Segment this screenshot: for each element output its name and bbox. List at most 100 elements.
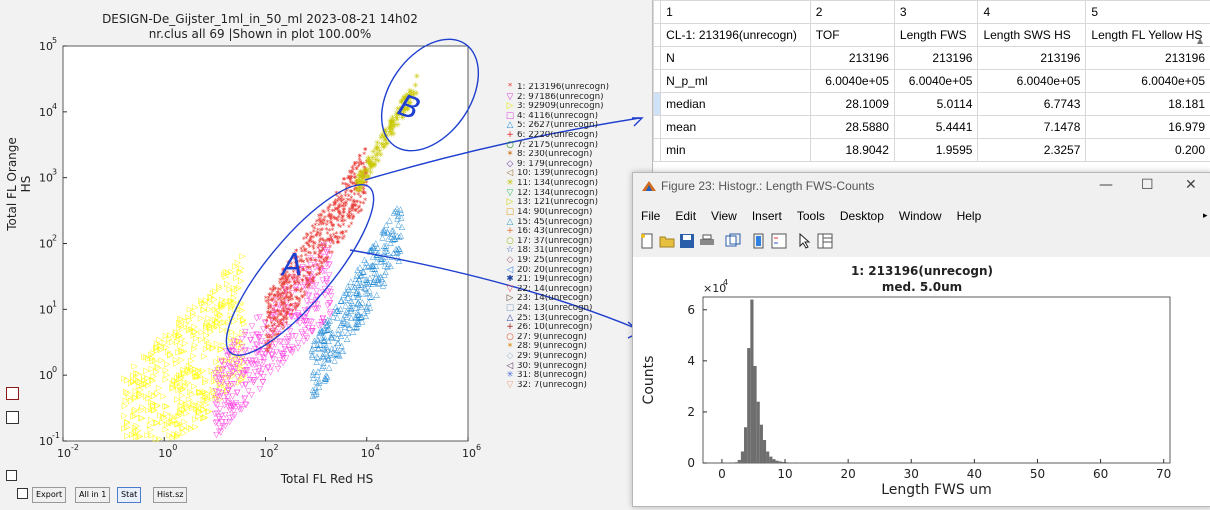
table-cell[interactable]: CL-1: 213196(unrecogn) bbox=[661, 24, 811, 47]
table-cell[interactable]: 213196 bbox=[1086, 47, 1210, 70]
scroll-up-icon[interactable]: ▲ bbox=[1197, 36, 1209, 50]
table-cell[interactable]: 5.4441 bbox=[894, 116, 978, 139]
column-header[interactable]: 5 bbox=[1086, 1, 1210, 24]
table-cell[interactable]: 5.0114 bbox=[894, 93, 978, 116]
column-header[interactable]: 3 bbox=[894, 1, 978, 24]
scatter-point: ▽ bbox=[236, 368, 243, 377]
checkbox-bottom[interactable] bbox=[17, 488, 28, 499]
column-header[interactable]: 2 bbox=[810, 1, 894, 24]
pointer-icon[interactable] bbox=[797, 233, 813, 249]
table-cell[interactable]: 6.7743 bbox=[978, 93, 1086, 116]
menu-edit[interactable]: Edit bbox=[675, 209, 696, 223]
table-cell[interactable]: 6.0040e+05 bbox=[810, 70, 894, 93]
table-cell[interactable]: mean bbox=[661, 116, 811, 139]
checkbox-red[interactable] bbox=[6, 387, 19, 400]
menu-insert[interactable]: Insert bbox=[752, 209, 782, 223]
colorbar-icon[interactable] bbox=[751, 233, 767, 249]
scatter-point: ▷ bbox=[123, 387, 130, 396]
close-icon[interactable]: ✕ bbox=[1185, 177, 1197, 193]
stat-button[interactable]: Stat bbox=[117, 487, 141, 503]
legend-label: 28: 9(unrecogn) bbox=[517, 342, 587, 351]
table-cell[interactable]: N bbox=[661, 47, 811, 70]
save-icon[interactable] bbox=[679, 233, 695, 249]
scatter-point: △ bbox=[390, 229, 397, 238]
legend-marker-icon: ✳ bbox=[503, 371, 517, 381]
minimize-icon[interactable]: — bbox=[1099, 177, 1113, 193]
scatter-point: * bbox=[269, 309, 273, 318]
column-header[interactable]: 4 bbox=[978, 1, 1086, 24]
table-cell[interactable]: 7.1478 bbox=[978, 116, 1086, 139]
menu-view[interactable]: View bbox=[711, 209, 737, 223]
print-icon[interactable] bbox=[699, 233, 715, 249]
maximize-icon[interactable]: ☐ bbox=[1141, 177, 1154, 193]
histogram-x-tick-label: 20 bbox=[841, 467, 856, 481]
table-cell[interactable]: 213196 bbox=[894, 47, 978, 70]
table-cell[interactable]: 6.0040e+05 bbox=[1086, 70, 1210, 93]
table-cell[interactable]: Length FWS bbox=[894, 24, 978, 47]
legend-item: △15: 45(unrecogn) bbox=[503, 218, 633, 228]
histogram-x-tick-label: 70 bbox=[1156, 467, 1171, 481]
table-cell[interactable]: min bbox=[661, 139, 811, 162]
scatter-point: ▽ bbox=[245, 387, 252, 396]
scatter-point: ▽ bbox=[300, 316, 307, 325]
hist-sz-button[interactable]: Hist.sz bbox=[153, 487, 187, 503]
table-cell[interactable]: N_p_ml bbox=[661, 70, 811, 93]
scatter-point: ▷ bbox=[164, 370, 171, 379]
menu-window[interactable]: Window bbox=[899, 209, 942, 223]
menu-file[interactable]: File bbox=[641, 209, 660, 223]
property-inspector-icon[interactable] bbox=[817, 233, 833, 249]
table-cell[interactable]: 213196 bbox=[978, 47, 1086, 70]
scatter-point: * bbox=[304, 246, 308, 255]
table-cell[interactable]: Length SWS HS bbox=[978, 24, 1086, 47]
scatter-y-tick-exp: 4 bbox=[52, 102, 57, 111]
export-button[interactable]: Export bbox=[32, 487, 66, 503]
scatter-point: ▷ bbox=[206, 305, 213, 314]
row-header-cell[interactable] bbox=[654, 47, 661, 70]
scatter-point: ▷ bbox=[189, 389, 196, 398]
legend-item: ▷23: 14(unrecogn) bbox=[503, 294, 633, 304]
table-cell[interactable]: 18.9042 bbox=[810, 139, 894, 162]
table-cell[interactable]: 6.0040e+05 bbox=[978, 70, 1086, 93]
all-in-1-button[interactable]: All in 1 bbox=[75, 487, 110, 503]
scatter-point: * bbox=[325, 219, 329, 228]
scatter-point: ▷ bbox=[157, 434, 164, 443]
table-cell[interactable]: 18.181 bbox=[1086, 93, 1210, 116]
table-cell[interactable]: 28.1009 bbox=[810, 93, 894, 116]
menu-desktop[interactable]: Desktop bbox=[840, 209, 884, 223]
table-cell[interactable]: 213196 bbox=[810, 47, 894, 70]
row-header-cell[interactable] bbox=[654, 93, 661, 116]
scatter-point: ▽ bbox=[237, 405, 244, 414]
scatter-point: △ bbox=[340, 314, 347, 323]
table-cell[interactable]: 1.9595 bbox=[894, 139, 978, 162]
scatter-point: ▷ bbox=[138, 413, 145, 422]
table-cell[interactable]: 2.3257 bbox=[978, 139, 1086, 162]
table-cell[interactable]: TOF bbox=[810, 24, 894, 47]
table-cell[interactable]: 0.200 bbox=[1086, 139, 1210, 162]
new-file-icon[interactable] bbox=[639, 233, 655, 249]
legend-icon[interactable] bbox=[771, 233, 787, 249]
scatter-point: * bbox=[275, 302, 279, 311]
scatter-x-tick-exp: 0 bbox=[172, 443, 177, 452]
table-cell[interactable]: median bbox=[661, 93, 811, 116]
checkbox-small[interactable] bbox=[6, 470, 17, 481]
table-cell[interactable]: 6.0040e+05 bbox=[894, 70, 978, 93]
row-header-cell[interactable] bbox=[654, 116, 661, 139]
menu-help[interactable]: Help bbox=[957, 209, 982, 223]
row-header-cell[interactable] bbox=[654, 24, 661, 47]
table-cell[interactable]: Length FL Yellow HS bbox=[1086, 24, 1210, 47]
row-header-cell[interactable] bbox=[654, 139, 661, 162]
legend-label: 9: 179(unrecogn) bbox=[517, 160, 592, 169]
menu-arrow-icon[interactable]: ▸ bbox=[1203, 211, 1208, 221]
checkbox-black[interactable] bbox=[6, 411, 19, 424]
menu-tools[interactable]: Tools bbox=[797, 209, 825, 223]
open-folder-icon[interactable] bbox=[659, 233, 675, 249]
legend-item: △5: 2627(unrecogn) bbox=[503, 121, 633, 131]
row-header-cell[interactable] bbox=[654, 70, 661, 93]
column-header[interactable]: 1 bbox=[661, 1, 811, 24]
table-cell[interactable]: 28.5880 bbox=[810, 116, 894, 139]
link-plot-icon[interactable] bbox=[725, 233, 741, 249]
table-cell[interactable]: 16.979 bbox=[1086, 116, 1210, 139]
